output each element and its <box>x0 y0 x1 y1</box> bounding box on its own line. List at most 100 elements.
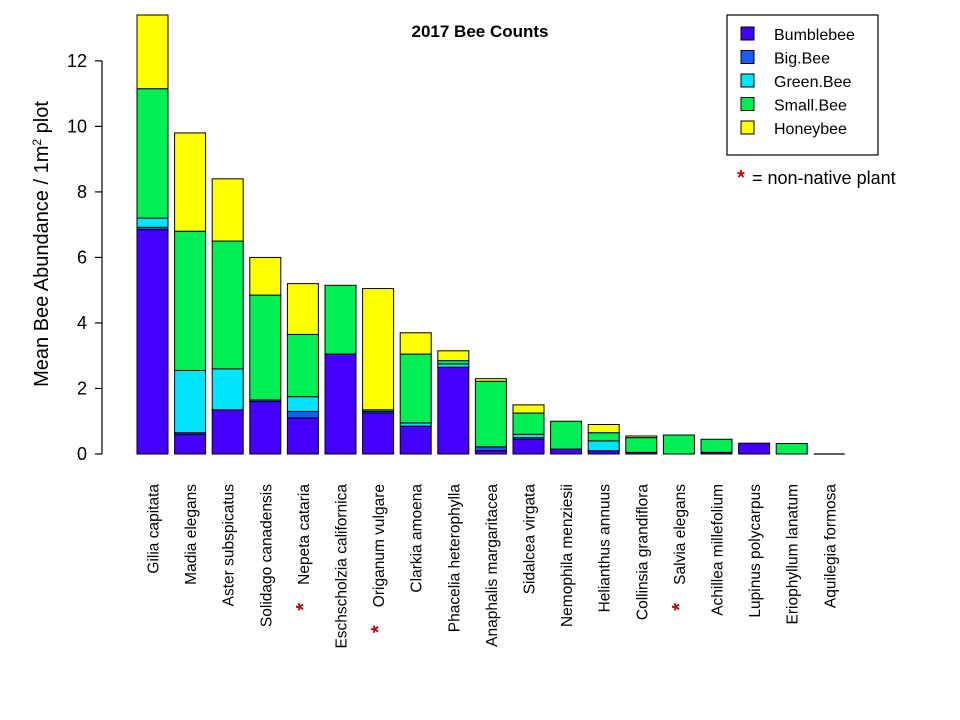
bar-stack <box>174 132 207 455</box>
bar-segment-big-bee <box>474 446 507 452</box>
bar-stack <box>437 350 470 455</box>
bar-segment-small-bee <box>700 438 733 453</box>
bar-stack <box>700 438 733 455</box>
bar-segment-honeybee <box>174 132 207 232</box>
bars <box>136 14 845 455</box>
non-native-note-symbol: * <box>737 167 745 189</box>
category-label: Aquilegia formosa <box>822 484 839 608</box>
legend-swatch <box>740 120 755 135</box>
bar-stack <box>474 378 507 455</box>
bar-segment-small-bee <box>662 434 695 455</box>
bar-stack <box>625 435 658 455</box>
bar-segment-bumblebee <box>550 448 583 455</box>
category-label: Aster subspicatus <box>221 484 238 607</box>
category-label: Collinsia grandiflora <box>634 484 651 621</box>
bar-segment-bumblebee <box>324 353 357 455</box>
bar-segment-small-bee <box>512 412 545 435</box>
legend-label: Honeybee <box>774 121 847 138</box>
bar-stack <box>211 178 244 455</box>
bar-stack <box>286 283 319 455</box>
non-native-marker: * <box>669 603 691 611</box>
non-native-note: * = non-native plant <box>737 167 896 189</box>
bar-segment-bumblebee <box>512 438 545 455</box>
category-label: Clarkia amoena <box>409 484 426 593</box>
bar-stack <box>587 424 620 455</box>
y-axis-label: Mean Bee Abundance / 1m2 plot <box>30 101 53 387</box>
legend-label: Big.Bee <box>774 51 830 68</box>
bar-segment-small-bee <box>324 284 357 355</box>
category-label: Anaphalis margaritacea <box>484 484 501 647</box>
category-label: Lupinus polycarpus <box>747 484 764 618</box>
bar-stack <box>550 420 583 455</box>
category-label: Madia elegans <box>183 484 200 585</box>
bar-segment-honeybee <box>211 178 244 242</box>
bar-segment-green-bee <box>587 440 620 452</box>
bar-segment-honeybee <box>587 424 620 434</box>
legend-swatch <box>740 26 755 41</box>
category-label: Solidago canadensis <box>258 484 275 627</box>
bar-stack <box>738 442 771 455</box>
category-label: Helianthus annuus <box>597 484 614 613</box>
bar-segment-green-bee <box>174 369 207 434</box>
category-label: Eschscholzia californica <box>334 484 351 649</box>
bar-segment-small-bee <box>211 240 244 370</box>
category-label: Achillea millefolium <box>710 484 727 616</box>
y-tick-label: 6 <box>77 247 87 267</box>
y-axis-label-main: Mean Bee Abundance / 1m <box>31 146 53 387</box>
bar-segment-small-bee <box>550 420 583 450</box>
category-label: Origanum vulgare <box>371 484 388 607</box>
bar-segment-small-bee <box>399 353 432 424</box>
bar-segment-big-bee <box>286 410 319 419</box>
category-label: Eriophyllum lanatum <box>785 484 802 624</box>
bar-segment-bumblebee <box>211 409 244 455</box>
y-tick-label: 4 <box>77 313 87 333</box>
legend-swatch <box>740 50 755 64</box>
category-label: Gilia capitata <box>146 484 163 574</box>
y-tick-label: 10 <box>67 116 87 136</box>
bar-segment-small-bee <box>625 437 658 453</box>
bar-segment-small-bee <box>587 432 620 442</box>
y-tick-label: 8 <box>77 182 87 202</box>
bar-segment-bumblebee <box>738 442 771 455</box>
bar-segment-bumblebee <box>362 412 395 455</box>
y-axis: 0 2 4 6 8 10 12 <box>67 51 103 464</box>
bar-segment-honeybee <box>136 14 169 90</box>
bar-segment-green-bee <box>136 217 169 228</box>
bar-segment-small-bee <box>286 333 319 398</box>
bar-segment-bumblebee <box>174 433 207 455</box>
bar-segment-honeybee <box>625 435 658 439</box>
non-native-marker: * <box>368 625 390 633</box>
category-label: Nemophila menziesii <box>559 484 576 627</box>
bar-stack <box>249 256 282 455</box>
bar-stack <box>136 14 169 455</box>
legend-swatch <box>740 97 755 111</box>
y-tick-label: 12 <box>67 51 87 71</box>
chart-title: 2017 Bee Counts <box>412 22 549 41</box>
bar-segment-bumblebee <box>286 417 319 455</box>
bar-segment-honeybee <box>362 288 395 411</box>
legend-label: Bumblebee <box>774 27 855 44</box>
bar-segment-bumblebee <box>437 366 470 455</box>
bar-stack <box>662 434 695 455</box>
bar-segment-small-bee <box>249 294 282 401</box>
category-labels: Gilia capitata Madia elegans Aster subspic… <box>146 484 840 649</box>
category-label: Phacelia heterophylla <box>446 484 463 633</box>
bar-segment-honeybee <box>286 283 319 335</box>
bar-segment-green-bee <box>286 396 319 412</box>
legend-label: Small.Bee <box>774 98 847 115</box>
category-label: Sidalcea virgata <box>522 484 539 595</box>
bar-stack <box>512 404 545 455</box>
bar-stack <box>399 332 432 455</box>
y-axis-label-sup: 2 <box>30 139 44 146</box>
bar-segment-honeybee <box>437 350 470 362</box>
bar-segment-bumblebee <box>136 229 169 455</box>
legend: Bumblebee Big.Bee Green.Bee Small.Bee Honeyb… <box>726 14 879 156</box>
bar-segment-small-bee <box>136 88 169 219</box>
bar-segment-small-bee <box>174 230 207 371</box>
bar-segment-honeybee <box>249 256 282 296</box>
y-tick-label: 0 <box>77 444 87 464</box>
bar-segment-small-bee <box>474 380 507 448</box>
y-tick-label: 2 <box>77 378 87 398</box>
category-label: Nepeta cataria <box>296 484 313 585</box>
